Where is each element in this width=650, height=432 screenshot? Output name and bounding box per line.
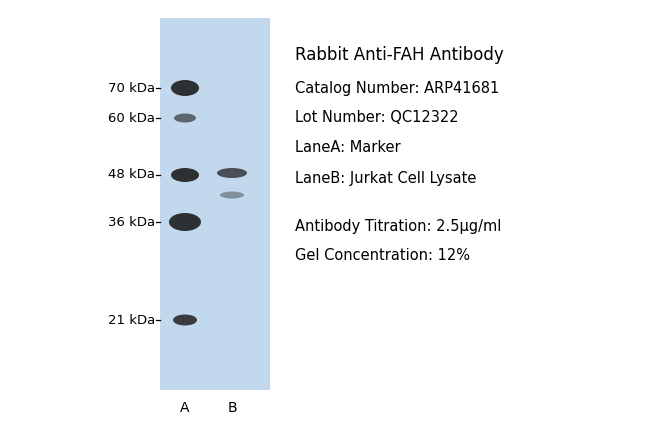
Ellipse shape [217, 168, 247, 178]
Text: Rabbit Anti-FAH Antibody: Rabbit Anti-FAH Antibody [295, 46, 504, 64]
Text: 48 kDa: 48 kDa [108, 168, 155, 181]
Text: 60 kDa: 60 kDa [108, 111, 155, 124]
Text: 21 kDa: 21 kDa [108, 314, 155, 327]
Ellipse shape [171, 80, 199, 96]
Text: 70 kDa: 70 kDa [108, 82, 155, 95]
Ellipse shape [169, 213, 201, 231]
Bar [160, 18, 270, 390]
Text: A: A [180, 401, 190, 415]
Text: Gel Concentration: 12%: Gel Concentration: 12% [295, 248, 470, 264]
Text: LaneB: Jurkat Cell Lysate: LaneB: Jurkat Cell Lysate [295, 171, 476, 185]
Text: B: B [227, 401, 237, 415]
Text: Antibody Titration: 2.5µg/ml: Antibody Titration: 2.5µg/ml [295, 219, 501, 234]
Ellipse shape [173, 314, 197, 325]
Text: Catalog Number: ARP41681: Catalog Number: ARP41681 [295, 80, 499, 95]
Ellipse shape [171, 168, 199, 182]
Text: Lot Number: QC12322: Lot Number: QC12322 [295, 111, 459, 126]
Text: LaneA: Marker: LaneA: Marker [295, 140, 400, 156]
Text: 36 kDa: 36 kDa [108, 216, 155, 229]
Ellipse shape [220, 191, 244, 198]
Ellipse shape [174, 114, 196, 123]
